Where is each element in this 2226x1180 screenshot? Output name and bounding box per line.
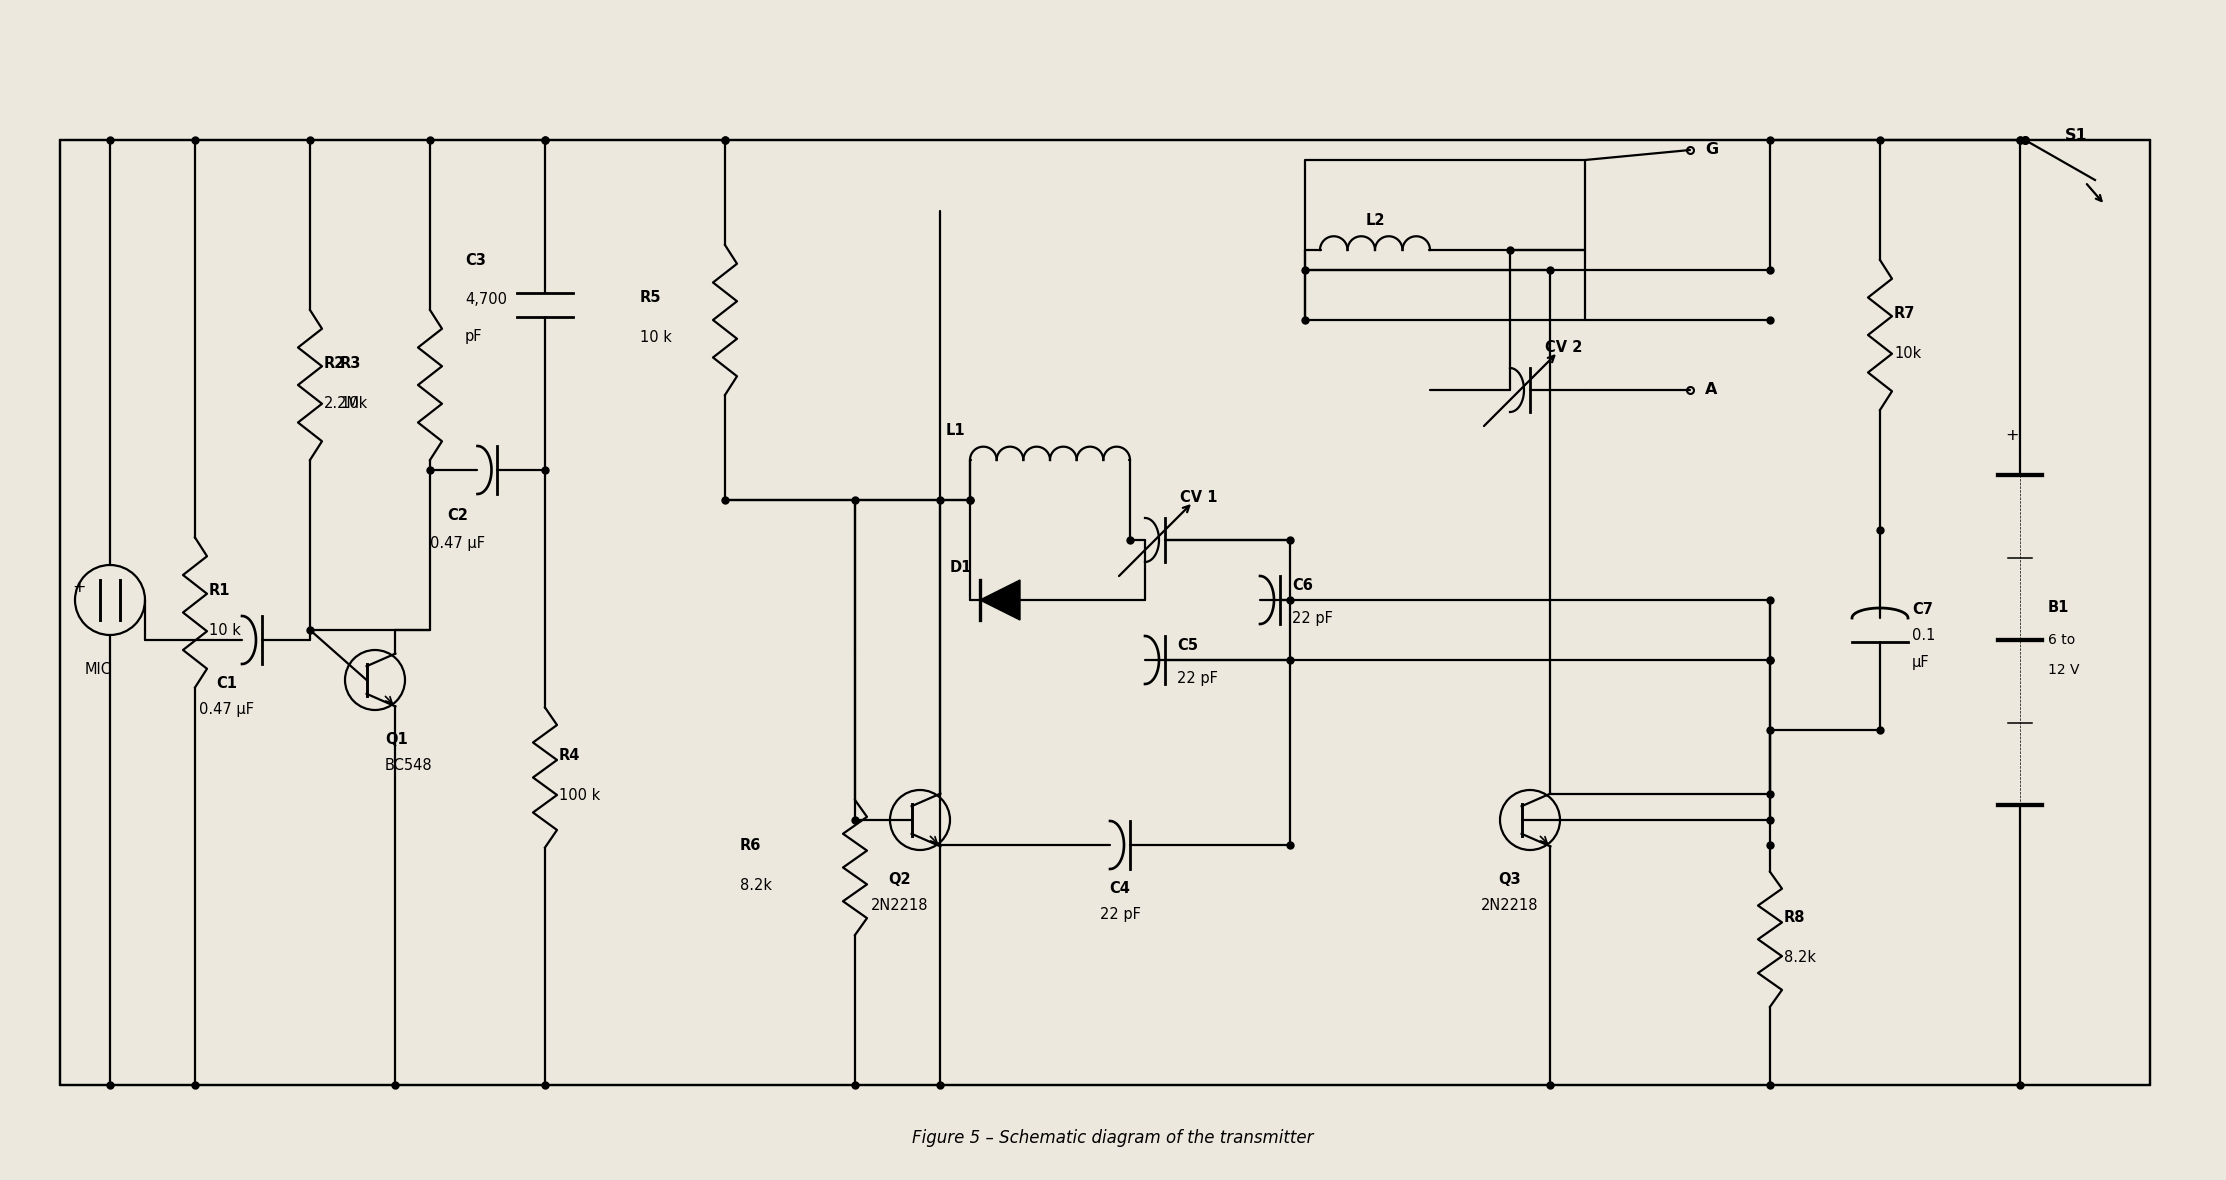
Text: 10k: 10k (341, 395, 367, 411)
Text: 2N2218: 2N2218 (870, 898, 928, 913)
Text: 10 k: 10 k (209, 623, 240, 638)
Text: 2N2218: 2N2218 (1480, 898, 1538, 913)
Text: D1: D1 (951, 560, 973, 576)
Text: 10 k: 10 k (641, 330, 672, 346)
Text: 2.2M: 2.2M (325, 395, 361, 411)
Text: R7: R7 (1894, 306, 1914, 321)
Text: R1: R1 (209, 583, 232, 598)
Text: C5: C5 (1178, 637, 1198, 653)
Text: C4: C4 (1109, 881, 1131, 896)
Text: μF: μF (1912, 655, 1930, 669)
Text: L1: L1 (946, 422, 964, 438)
Text: +: + (2006, 427, 2019, 442)
Text: 6 to: 6 to (2048, 632, 2075, 647)
Text: pF: pF (465, 329, 483, 345)
Text: S1: S1 (2066, 127, 2088, 143)
Text: R8: R8 (1783, 910, 1805, 925)
Text: MIC: MIC (85, 662, 111, 677)
Text: R6: R6 (739, 838, 761, 853)
Text: R4: R4 (559, 748, 581, 763)
Text: C3: C3 (465, 253, 485, 268)
Text: 4,700: 4,700 (465, 293, 508, 308)
Text: L2: L2 (1365, 214, 1385, 228)
Polygon shape (979, 581, 1020, 620)
Text: CV 1: CV 1 (1180, 491, 1218, 505)
Text: CV 2: CV 2 (1545, 341, 1583, 355)
Text: 22 pF: 22 pF (1178, 670, 1218, 686)
Text: R3: R3 (341, 355, 361, 371)
Text: +: + (71, 581, 85, 596)
Text: C1: C1 (216, 676, 238, 691)
Text: A: A (1705, 382, 1718, 398)
Text: 12 V: 12 V (2048, 663, 2079, 677)
Text: Figure 5 – Schematic diagram of the transmitter: Figure 5 – Schematic diagram of the tran… (913, 1129, 1313, 1147)
Text: 100 k: 100 k (559, 788, 601, 804)
Text: BC548: BC548 (385, 758, 432, 773)
Text: R5: R5 (641, 290, 661, 306)
Text: 8.2k: 8.2k (1783, 950, 1816, 965)
Text: R2: R2 (325, 355, 345, 371)
Text: Q2: Q2 (888, 872, 910, 887)
Text: 0.47 μF: 0.47 μF (430, 536, 485, 551)
Text: Q3: Q3 (1498, 872, 1520, 887)
Text: 22 pF: 22 pF (1100, 907, 1140, 922)
Text: B1: B1 (2048, 601, 2070, 616)
Text: C6: C6 (1291, 577, 1313, 592)
Text: 8.2k: 8.2k (739, 878, 772, 893)
Text: 22 pF: 22 pF (1291, 610, 1333, 625)
Text: C2: C2 (447, 509, 467, 523)
Text: Q1: Q1 (385, 732, 407, 747)
Text: 0.47 μF: 0.47 μF (200, 702, 254, 717)
Text: G: G (1705, 143, 1718, 157)
Text: 10k: 10k (1894, 346, 1921, 361)
Text: C7: C7 (1912, 603, 1932, 617)
Text: 0.1: 0.1 (1912, 628, 1934, 642)
